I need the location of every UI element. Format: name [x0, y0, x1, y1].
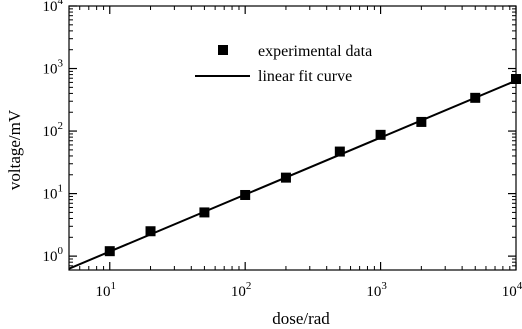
- plot-frame: [68, 5, 517, 271]
- data-point: [104, 246, 115, 257]
- x-tick-label: 102: [231, 280, 252, 300]
- axes: 101 102 103 104 100 101 102 103 104: [43, 0, 522, 300]
- y-tick-label: 104: [43, 0, 64, 15]
- data-point: [199, 207, 210, 218]
- data-point: [416, 116, 427, 127]
- legend-label: linear fit curve: [258, 68, 352, 85]
- data-point: [511, 74, 521, 85]
- data-points-layer: [104, 74, 521, 257]
- fit-line: [69, 79, 516, 270]
- y-tick-label: 102: [43, 120, 64, 140]
- y-axis-label: voltage/mV: [5, 109, 24, 190]
- data-point: [240, 189, 251, 200]
- legend-label: experimental data: [258, 43, 372, 60]
- data-point: [145, 226, 156, 237]
- x-tick-label: 104: [502, 280, 522, 300]
- legend: experimental data linear fit curve: [195, 43, 372, 85]
- x-tick-label: 103: [366, 280, 387, 300]
- legend-marker-square: [218, 45, 228, 55]
- y-tick-label: 100: [43, 245, 64, 265]
- x-tick-label: 101: [96, 280, 117, 300]
- data-point: [334, 146, 345, 157]
- fit-line-layer: [69, 79, 516, 270]
- y-tick-label: 103: [43, 58, 64, 78]
- y-tick-label: 101: [43, 183, 64, 203]
- data-point: [375, 129, 386, 140]
- x-axis-label: dose/rad: [272, 309, 330, 328]
- data-point: [280, 172, 291, 183]
- data-point: [470, 92, 481, 103]
